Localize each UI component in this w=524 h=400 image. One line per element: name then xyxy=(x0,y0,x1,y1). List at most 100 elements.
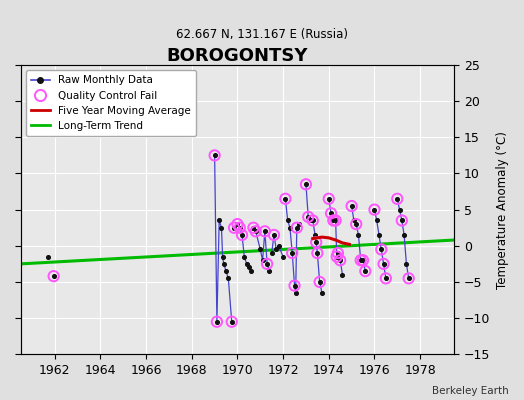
Point xyxy=(309,217,317,224)
Point xyxy=(236,224,244,231)
Point xyxy=(243,261,251,267)
Point xyxy=(379,261,388,267)
Point xyxy=(249,224,258,231)
Point xyxy=(249,224,258,231)
Point xyxy=(324,196,333,202)
Point xyxy=(370,206,379,213)
Point xyxy=(270,232,278,238)
Point xyxy=(256,246,265,253)
Point xyxy=(329,217,337,224)
Legend: Raw Monthly Data, Quality Control Fail, Five Year Moving Average, Long-Term Tren: Raw Monthly Data, Quality Control Fail, … xyxy=(26,70,196,136)
Point xyxy=(219,254,227,260)
Point xyxy=(352,221,361,227)
Point xyxy=(238,232,246,238)
Title: BOROGONTSY: BOROGONTSY xyxy=(167,47,308,65)
Point xyxy=(227,318,236,325)
Point xyxy=(292,224,301,231)
Point xyxy=(312,239,320,245)
Point xyxy=(393,196,401,202)
Point xyxy=(347,203,356,209)
Point xyxy=(370,206,379,213)
Point xyxy=(211,152,219,158)
Point xyxy=(272,246,280,253)
Point xyxy=(295,221,303,227)
Point xyxy=(275,242,283,249)
Point xyxy=(315,279,324,285)
Point xyxy=(304,214,312,220)
Point xyxy=(379,261,388,267)
Point xyxy=(332,217,340,224)
Point xyxy=(263,261,271,267)
Point xyxy=(336,257,344,264)
Point xyxy=(290,282,299,289)
Point xyxy=(279,254,287,260)
Point xyxy=(352,221,361,227)
Point xyxy=(224,275,233,282)
Point xyxy=(312,239,320,245)
Point xyxy=(211,152,219,158)
Point xyxy=(402,261,411,267)
Point xyxy=(270,232,278,238)
Point xyxy=(361,268,369,274)
Point xyxy=(288,250,297,256)
Point xyxy=(329,217,337,224)
Point xyxy=(359,257,367,264)
Point xyxy=(236,224,244,231)
Point xyxy=(377,246,386,253)
Point xyxy=(381,275,390,282)
Text: 62.667 N, 131.167 E (Russia): 62.667 N, 131.167 E (Russia) xyxy=(176,28,348,41)
Point xyxy=(252,228,260,234)
Point xyxy=(230,224,238,231)
Point xyxy=(307,217,315,224)
Point xyxy=(260,228,269,234)
Point xyxy=(281,196,290,202)
Point xyxy=(324,196,333,202)
Point xyxy=(260,228,269,234)
Point xyxy=(318,290,326,296)
Point xyxy=(213,318,221,325)
Point xyxy=(393,196,401,202)
Point xyxy=(396,206,404,213)
Point xyxy=(347,203,356,209)
Point xyxy=(381,275,390,282)
Point xyxy=(233,221,242,227)
Point xyxy=(405,275,413,282)
Point xyxy=(398,217,406,224)
Point xyxy=(292,224,301,231)
Point xyxy=(333,254,341,260)
Point xyxy=(302,181,310,188)
Point xyxy=(336,257,344,264)
Point xyxy=(233,221,242,227)
Point xyxy=(333,254,341,260)
Point xyxy=(334,250,342,256)
Point xyxy=(230,224,238,231)
Point xyxy=(263,261,271,267)
Point xyxy=(247,268,255,274)
Point xyxy=(302,181,310,188)
Point xyxy=(311,232,319,238)
Point xyxy=(315,279,324,285)
Point xyxy=(327,210,335,216)
Point xyxy=(400,232,408,238)
Point xyxy=(354,232,363,238)
Point xyxy=(334,250,342,256)
Point xyxy=(313,250,322,256)
Point xyxy=(268,250,276,256)
Point xyxy=(213,318,221,325)
Point xyxy=(290,282,299,289)
Point xyxy=(281,196,290,202)
Point xyxy=(356,257,365,264)
Point xyxy=(49,273,58,279)
Point xyxy=(309,217,317,224)
Point xyxy=(304,214,312,220)
Point xyxy=(286,224,294,231)
Point xyxy=(252,228,260,234)
Point xyxy=(361,268,369,274)
Point xyxy=(227,318,236,325)
Point xyxy=(377,246,386,253)
Point xyxy=(398,217,406,224)
Point xyxy=(283,217,292,224)
Point xyxy=(313,250,322,256)
Point xyxy=(359,257,367,264)
Point xyxy=(258,257,267,264)
